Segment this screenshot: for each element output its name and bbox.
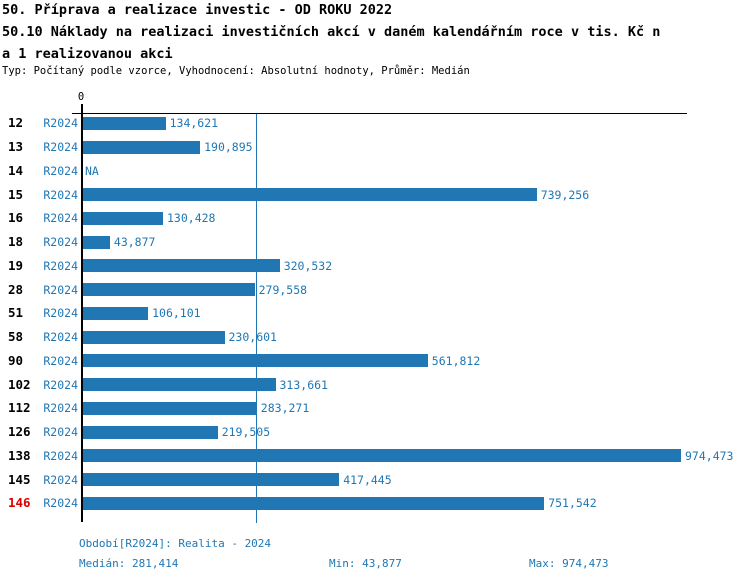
chart-row: 15 R2024 739,256 xyxy=(0,183,750,207)
chart-row: 145 R2024 417,445 xyxy=(0,468,750,492)
value-bar xyxy=(83,235,110,249)
chart-row: 138 R2024 974,473 xyxy=(0,444,750,468)
bar-value-label: 974,473 xyxy=(685,448,734,463)
bar-value-label: 43,877 xyxy=(113,235,156,249)
row-id-label: 112 xyxy=(8,400,31,416)
row-period-label: R2024 xyxy=(43,235,78,249)
bar-value-label: 417,445 xyxy=(343,472,392,487)
row-id-label: 18 xyxy=(8,234,24,249)
chart-row: 13 R2024 190,895 xyxy=(0,135,750,159)
bar-value-label: 320,532 xyxy=(283,258,333,273)
row-id-label: 126 xyxy=(8,424,31,439)
row-period-label: R2024 xyxy=(43,163,78,178)
value-bar xyxy=(83,211,163,225)
row-period-label: R2024 xyxy=(43,282,78,297)
bar-value-label: 134,621 xyxy=(169,116,219,131)
chart-row: 90 R2024 561,812 xyxy=(0,349,750,373)
row-id-label: 102 xyxy=(8,376,31,392)
chart-row: 19 R2024 320,532 xyxy=(0,254,750,278)
footer-max-stat: Max: 974,473 xyxy=(529,557,609,570)
chart-row: 126 R2024 219,505 xyxy=(0,420,750,444)
row-id-label: 12 xyxy=(8,115,24,131)
value-bar xyxy=(83,330,225,344)
x-axis-line xyxy=(72,113,687,114)
page-title-line1: 50. Příprava a realizace investic - OD R… xyxy=(2,2,393,18)
row-period-label: R2024 xyxy=(43,187,78,202)
chart-subtitle: Typ: Počítaný podle vzorce, Vyhodnocení:… xyxy=(2,65,470,77)
value-bar xyxy=(83,188,537,201)
bar-value-label: 279,558 xyxy=(258,282,308,297)
bar-value-label: 739,256 xyxy=(540,187,590,202)
bar-value-label: 751,542 xyxy=(548,496,597,511)
bar-value-label: 561,812 xyxy=(431,353,481,368)
chart-row: 28 R2024 279,558 xyxy=(0,278,750,302)
value-bar xyxy=(83,449,681,463)
bar-value-label: 130,428 xyxy=(167,211,216,226)
footer-median-stat: Medián: 281,414 xyxy=(79,557,179,570)
row-period-label: R2024 xyxy=(43,425,78,439)
row-period-label: R2024 xyxy=(43,330,78,344)
value-bar xyxy=(83,140,201,154)
chart-row: 18 R2024 43,877 xyxy=(0,230,750,254)
chart-row: 12 R2024 134,621 xyxy=(0,111,750,135)
row-id-label: 146 xyxy=(8,495,31,511)
value-bar xyxy=(83,496,545,510)
y-axis-line xyxy=(81,104,83,522)
bar-value-label: 283,271 xyxy=(260,401,310,416)
bar-value-label: 190,895 xyxy=(204,140,253,154)
value-bar xyxy=(83,283,255,296)
row-id-label: 19 xyxy=(8,257,24,273)
row-id-label: 15 xyxy=(8,186,24,202)
row-id-label: 13 xyxy=(8,139,24,154)
row-id-label: 28 xyxy=(8,281,24,297)
row-period-label: R2024 xyxy=(43,306,78,321)
bar-value-label: 230,601 xyxy=(228,330,277,344)
value-bar xyxy=(83,473,340,486)
row-period-label: R2024 xyxy=(43,377,78,392)
chart-row: 58 R2024 230,601 xyxy=(0,325,750,349)
footer-period-info: Období[R2024]: Realita - 2024 xyxy=(79,537,272,550)
row-period-label: R2024 xyxy=(43,140,78,154)
value-bar xyxy=(83,116,166,130)
row-period-label: R2024 xyxy=(43,401,78,416)
row-id-label: 51 xyxy=(8,305,24,321)
chart-row: 146 R2024 751,542 xyxy=(0,491,750,515)
row-period-label: R2024 xyxy=(43,116,78,131)
value-bar xyxy=(83,401,257,415)
row-id-label: 58 xyxy=(8,329,24,344)
chart-row: 14 R2024 NA xyxy=(0,159,750,183)
bar-value-label: 219,505 xyxy=(221,425,271,439)
bar-value-label: 106,101 xyxy=(152,306,201,321)
row-period-label: R2024 xyxy=(43,472,78,487)
chart-row: 16 R2024 130,428 xyxy=(0,206,750,230)
row-period-label: R2024 xyxy=(43,496,78,511)
bar-value-label: 313,661 xyxy=(279,377,328,392)
row-id-label: 138 xyxy=(8,447,31,463)
row-period-label: R2024 xyxy=(43,258,78,273)
axis-zero-tick-label: 0 xyxy=(77,91,85,103)
value-bar xyxy=(83,378,276,391)
page-title-line3: a 1 realizovanou akci xyxy=(2,46,173,62)
chart-row: 112 R2024 283,271 xyxy=(0,396,750,420)
row-id-label: 90 xyxy=(8,352,24,368)
page-title-line2: 50.10 Náklady na realizaci investičních … xyxy=(2,24,661,40)
median-reference-line xyxy=(255,114,257,523)
value-bar xyxy=(83,425,218,439)
chart-row: 102 R2024 313,661 xyxy=(0,373,750,397)
chart-row: 51 R2024 106,101 xyxy=(0,301,750,325)
row-period-label: R2024 xyxy=(43,353,78,368)
value-bar xyxy=(83,306,149,320)
row-period-label: R2024 xyxy=(43,211,78,226)
value-bar xyxy=(83,354,428,368)
bar-value-label: NA xyxy=(85,163,99,178)
row-id-label: 16 xyxy=(8,210,24,226)
value-bar xyxy=(83,259,280,273)
row-period-label: R2024 xyxy=(43,448,78,463)
footer-min-stat: Min: 43,877 xyxy=(329,557,402,570)
row-id-label: 14 xyxy=(8,162,24,178)
row-id-label: 145 xyxy=(8,471,31,487)
